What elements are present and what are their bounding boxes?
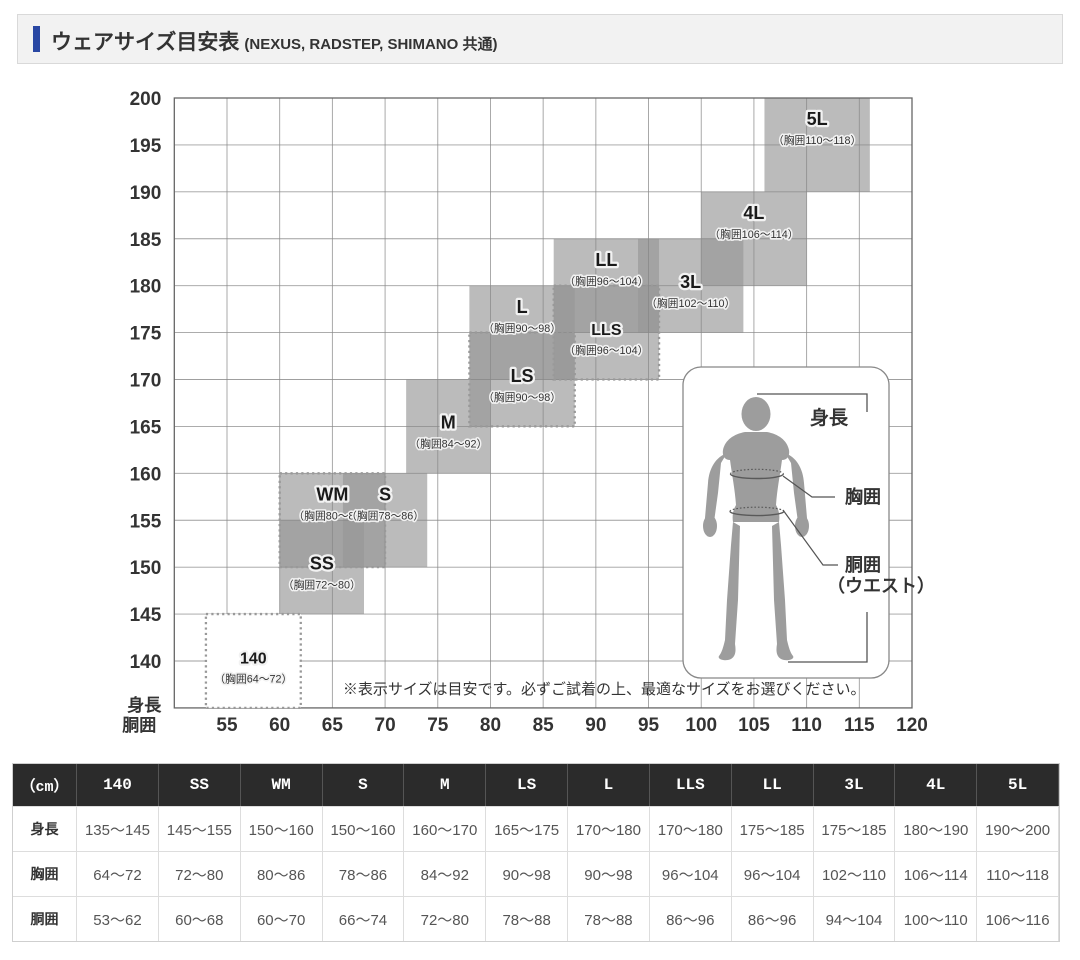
- svg-text:120: 120: [896, 715, 928, 736]
- svg-text:（ウエスト）: （ウエスト）: [827, 576, 935, 596]
- svg-text:3L: 3L: [680, 272, 701, 292]
- svg-text:身長: 身長: [810, 406, 849, 429]
- svg-text:胸囲: 胸囲: [845, 486, 881, 507]
- svg-text:155: 155: [130, 511, 162, 532]
- svg-text:M: M: [441, 413, 456, 433]
- svg-text:195: 195: [130, 136, 162, 157]
- svg-text:185: 185: [130, 230, 162, 251]
- svg-text:（胸囲90～98）: （胸囲90～98）: [483, 321, 561, 335]
- svg-text:85: 85: [533, 715, 555, 736]
- svg-text:200: 200: [130, 89, 162, 110]
- svg-text:95: 95: [638, 715, 660, 736]
- svg-text:（胸囲106～114）: （胸囲106～114）: [709, 227, 798, 241]
- svg-text:L: L: [517, 297, 528, 317]
- svg-text:LS: LS: [511, 366, 534, 386]
- svg-text:胴囲: 胴囲: [122, 716, 156, 735]
- svg-text:140: 140: [240, 650, 267, 667]
- svg-text:LLS: LLS: [591, 322, 622, 339]
- svg-text:190: 190: [130, 183, 162, 204]
- svg-text:（胸囲110～118）: （胸囲110～118）: [773, 133, 861, 147]
- svg-text:身長: 身長: [127, 695, 162, 715]
- svg-text:（胸囲84～92）: （胸囲84～92）: [409, 437, 487, 451]
- svg-text:90: 90: [585, 715, 606, 736]
- svg-text:（胸囲96～104）: （胸囲96～104）: [564, 274, 648, 288]
- svg-text:175: 175: [130, 324, 162, 345]
- svg-text:SS: SS: [310, 553, 334, 573]
- svg-text:105: 105: [738, 715, 770, 736]
- svg-text:5L: 5L: [807, 109, 828, 129]
- svg-text:110: 110: [791, 715, 822, 736]
- svg-text:S: S: [379, 484, 391, 504]
- svg-text:胴囲: 胴囲: [845, 555, 881, 575]
- svg-text:4L: 4L: [743, 203, 764, 223]
- svg-text:80: 80: [480, 715, 501, 736]
- svg-text:100: 100: [685, 715, 717, 736]
- svg-text:WM: WM: [316, 484, 348, 504]
- svg-text:150: 150: [130, 558, 162, 579]
- svg-text:LL: LL: [595, 250, 617, 270]
- svg-text:55: 55: [216, 715, 238, 736]
- svg-text:（胸囲90～98）: （胸囲90～98）: [483, 390, 561, 404]
- svg-text:（胸囲96～104）: （胸囲96～104）: [564, 343, 648, 357]
- svg-text:70: 70: [375, 715, 396, 736]
- svg-text:75: 75: [427, 715, 449, 736]
- svg-text:（胸囲64～72）: （胸囲64～72）: [214, 671, 292, 685]
- svg-text:60: 60: [269, 715, 290, 736]
- svg-text:145: 145: [130, 605, 162, 626]
- svg-text:（胸囲102～110）: （胸囲102～110）: [646, 296, 735, 310]
- svg-text:180: 180: [130, 277, 162, 298]
- svg-text:160: 160: [130, 464, 162, 485]
- svg-text:（胸囲72～80）: （胸囲72～80）: [283, 577, 361, 591]
- svg-text:115: 115: [844, 715, 875, 736]
- svg-text:65: 65: [322, 715, 344, 736]
- svg-text:※表示サイズは目安です。必ずご試着の上、最適なサイズをお選び: ※表示サイズは目安です。必ずご試着の上、最適なサイズをお選びください。: [343, 680, 866, 698]
- svg-text:（胸囲78～86）: （胸囲78～86）: [346, 508, 424, 522]
- svg-text:170: 170: [130, 371, 162, 392]
- svg-text:165: 165: [130, 417, 162, 438]
- svg-text:140: 140: [130, 652, 162, 673]
